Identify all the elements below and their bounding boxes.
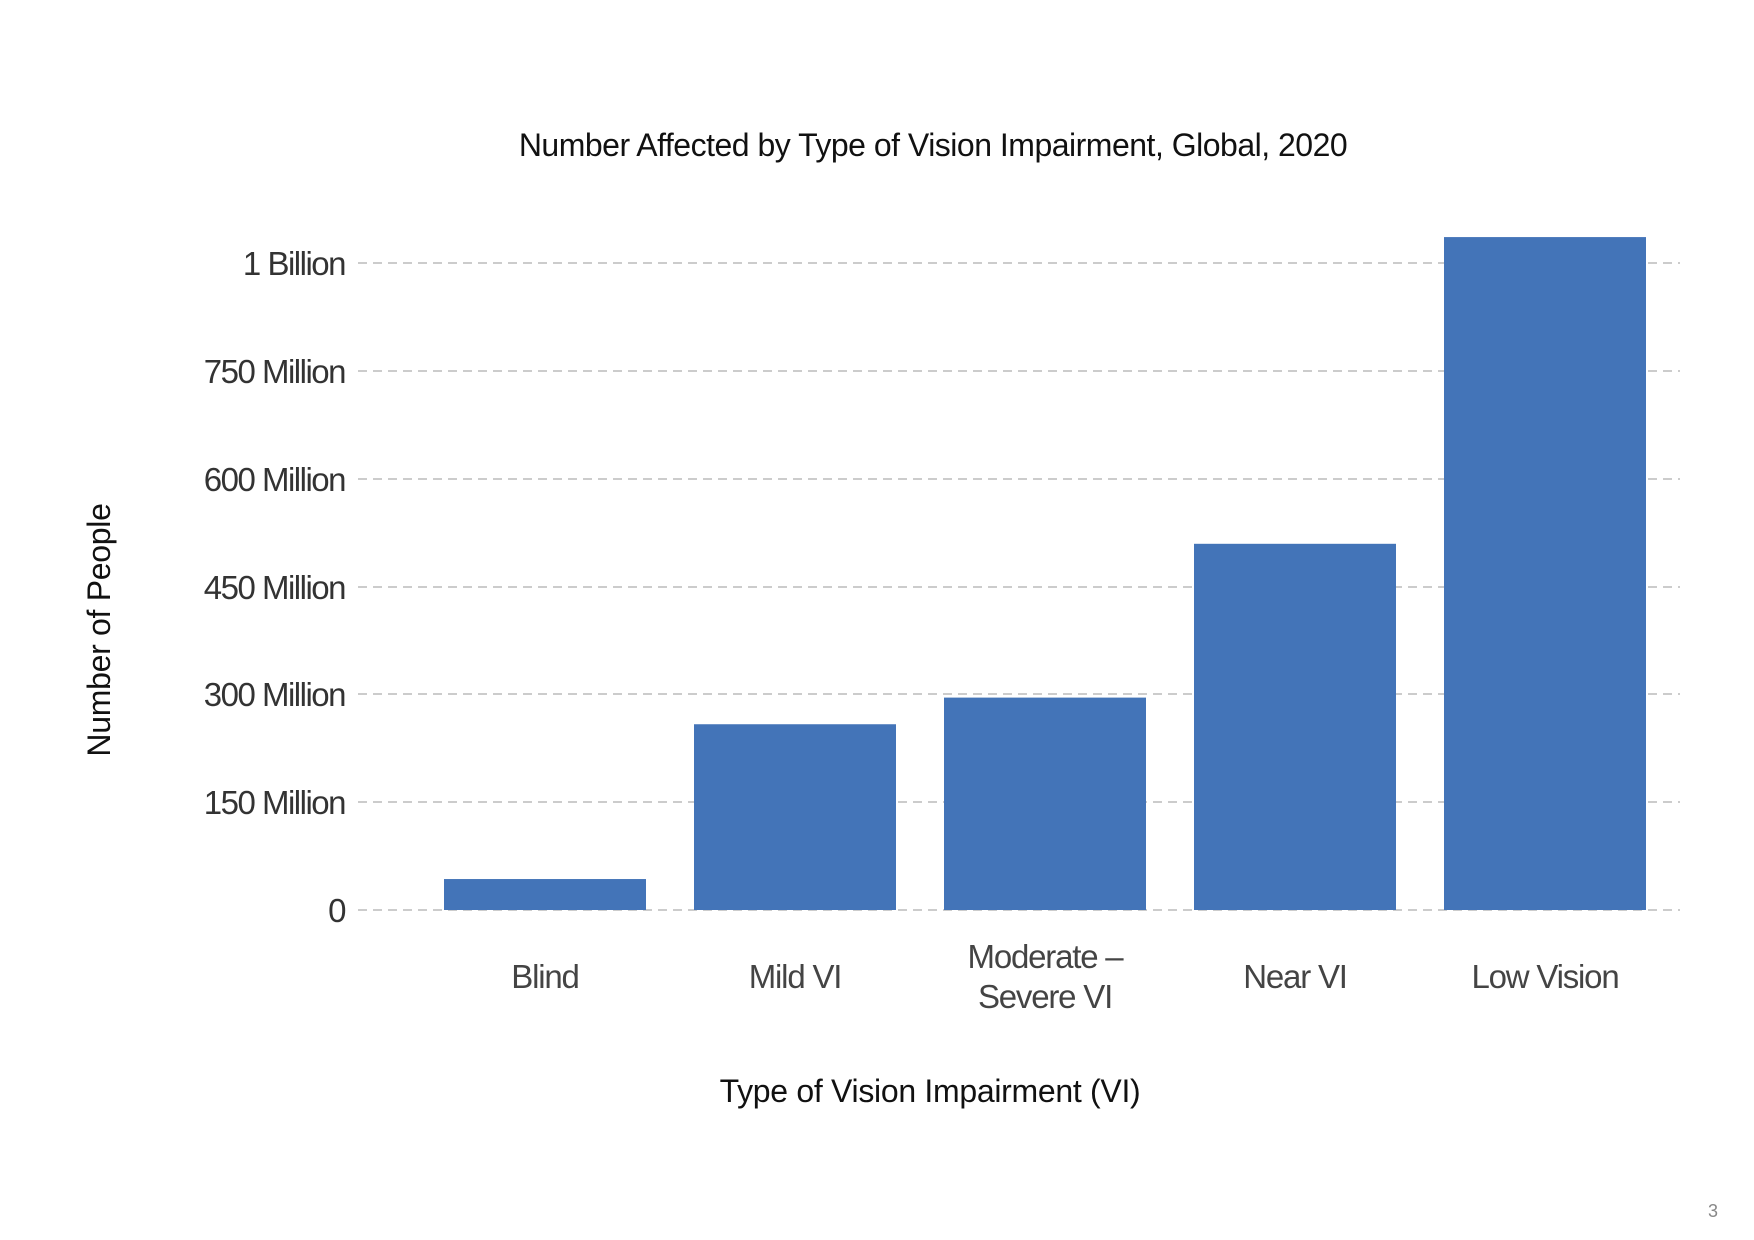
x-axis-title: Type of Vision Impairment (VI) [720,1073,1141,1109]
y-tick-label: 600 Million [204,461,345,498]
y-tick-label: 1 Billion [243,245,345,282]
y-tick-label: 450 Million [204,569,345,606]
x-category-label: Blind [511,958,578,995]
bar [944,697,1146,910]
bar [1194,543,1396,910]
bar [694,724,896,910]
y-tick-label: 150 Million [204,784,345,821]
x-axis-category-labels: Blind Mild VI Moderate – Severe VI Near VI Lo… [511,938,1619,1015]
x-category-label: Low Vision [1472,958,1619,995]
y-tick-label: 750 Million [204,353,345,390]
y-axis-tick-labels: 0 150 Million 300 Million 450 Million 600 Mi… [204,245,348,929]
x-category-label: Moderate – Severe VI [968,938,1125,1015]
x-category-label: Near VI [1243,958,1346,995]
chart-title: Number Affected by Type of Vision Impair… [519,127,1347,163]
y-tick-label: 0 [328,892,346,929]
page-number: 3 [1708,1201,1718,1221]
y-axis-title: Number of People [81,503,117,756]
y-tick-label: 300 Million [204,676,345,713]
x-category-label: Mild VI [749,958,841,995]
bars [444,237,1646,910]
bar [1444,237,1646,910]
bar [444,879,646,910]
